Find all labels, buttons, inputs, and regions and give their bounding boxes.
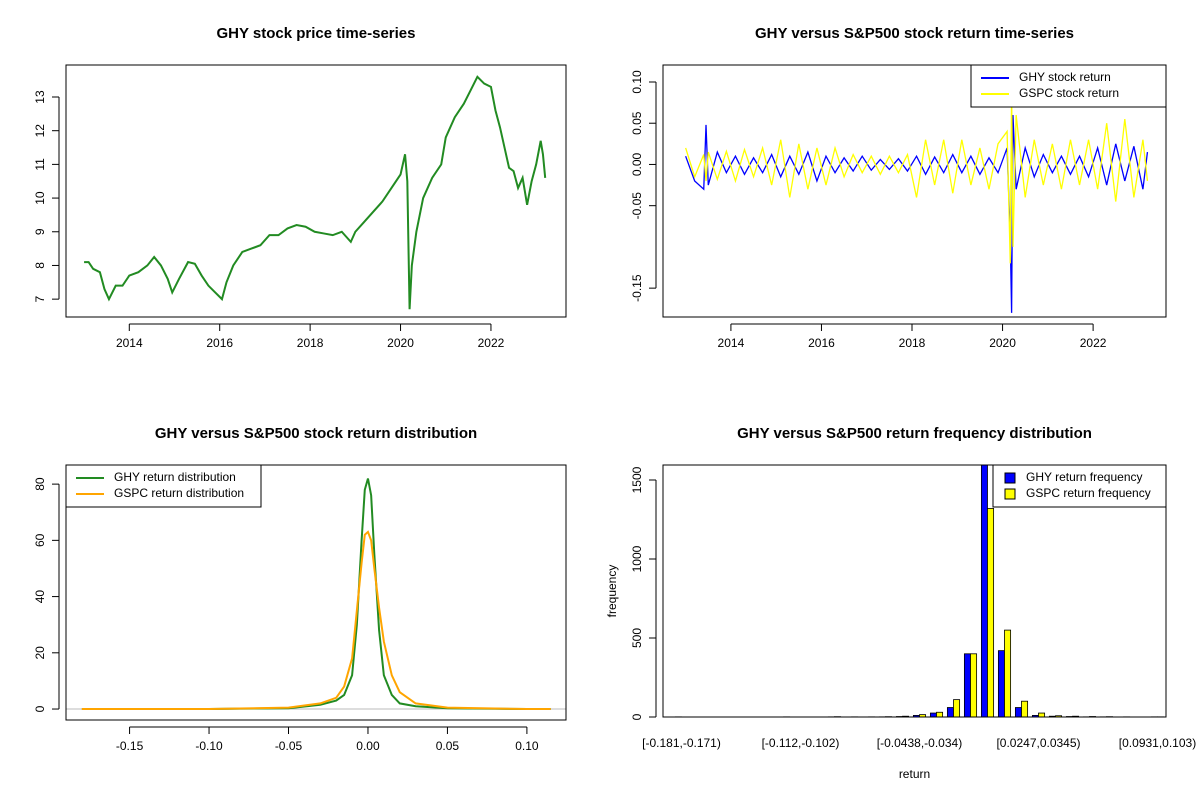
y-tick-label: 1000 xyxy=(630,545,644,572)
x-tick-label: 0.10 xyxy=(515,739,539,753)
y-tick-label: -0.15 xyxy=(630,274,644,302)
x-tick-label: [-0.181,-0.171) xyxy=(642,736,721,750)
x-tick-label: 2016 xyxy=(808,336,835,350)
bar xyxy=(936,711,944,717)
x-tick-label: 2020 xyxy=(387,336,414,350)
series-line xyxy=(81,478,551,711)
x-tick-label: 2016 xyxy=(206,336,233,350)
plot-box xyxy=(662,464,1167,718)
bar xyxy=(929,712,937,717)
y-tick-label: 9 xyxy=(33,228,47,235)
y-tick-label: 13 xyxy=(33,90,47,104)
y-tick-label: 60 xyxy=(33,533,47,547)
legend-label: GSPC return distribution xyxy=(114,486,244,500)
x-tick-label: 2014 xyxy=(116,336,143,350)
y-tick-label: 1500 xyxy=(630,466,644,493)
y-tick-label: 8 xyxy=(33,262,47,269)
y-tick-label: 20 xyxy=(33,646,47,660)
legend-box xyxy=(65,464,262,508)
x-tick-label: 0.05 xyxy=(436,739,460,753)
y-tick-label: 500 xyxy=(630,628,644,648)
y-tick-label: 80 xyxy=(33,477,47,491)
bar xyxy=(997,650,1005,717)
bar xyxy=(963,653,971,717)
chart-title: GHY stock price time-series xyxy=(217,25,416,42)
x-tick-label: 2014 xyxy=(718,336,745,350)
y-tick-label: 12 xyxy=(33,124,47,138)
series-line xyxy=(84,75,547,310)
y-tick-label: 0.00 xyxy=(630,152,644,176)
chart-title: GHY versus S&P500 stock return distribut… xyxy=(155,425,477,442)
bar xyxy=(1021,700,1029,717)
chart-title: GHY versus S&P500 return frequency distr… xyxy=(737,425,1092,442)
bar xyxy=(1038,712,1046,717)
x-tick-label: [0.0247,0.0345) xyxy=(996,736,1080,750)
bar xyxy=(987,508,995,717)
x-tick-label: 2022 xyxy=(478,336,505,350)
legend-box xyxy=(970,64,1167,108)
y-tick-label: 11 xyxy=(33,158,47,171)
legend-label: GHY return distribution xyxy=(114,470,236,484)
series-line xyxy=(81,530,551,711)
x-tick-label: [-0.112,-0.102) xyxy=(762,736,840,750)
y-tick-label: 0 xyxy=(33,705,47,712)
y-tick-label: 0.10 xyxy=(630,70,644,94)
bar xyxy=(953,699,961,717)
x-axis-label: return xyxy=(899,767,930,781)
y-tick-label: 40 xyxy=(33,590,47,604)
bar xyxy=(946,707,954,717)
y-tick-label: 10 xyxy=(33,191,47,205)
plot-box xyxy=(65,464,567,721)
legend-label: GHY return frequency xyxy=(1026,470,1143,484)
x-tick-label: 2018 xyxy=(297,336,324,350)
plot-box xyxy=(65,64,567,318)
bar xyxy=(1014,707,1022,717)
legend-box xyxy=(992,464,1167,508)
y-tick-label: 7 xyxy=(33,295,47,302)
x-tick-label: 2020 xyxy=(989,336,1016,350)
x-tick-label: [0.0931,0.103) xyxy=(1119,736,1196,750)
legend-label: GHY stock return xyxy=(1019,70,1111,84)
x-tick-label: 2018 xyxy=(899,336,926,350)
bar xyxy=(970,653,978,717)
bar xyxy=(1004,629,1012,717)
y-axis-label: frequency xyxy=(605,565,619,618)
series-line xyxy=(685,90,1149,264)
bar xyxy=(980,465,988,717)
plot-box xyxy=(662,64,1167,318)
x-tick-label: 2022 xyxy=(1080,336,1107,350)
legend-swatch xyxy=(1004,488,1016,500)
chart-title: GHY versus S&P500 stock return time-seri… xyxy=(755,25,1074,42)
x-tick-label: [-0.0438,-0.034) xyxy=(877,736,962,750)
y-tick-label: 0.05 xyxy=(630,111,644,135)
x-tick-label: 0.00 xyxy=(356,739,380,753)
x-tick-label: -0.15 xyxy=(116,739,144,753)
y-tick-label: -0.05 xyxy=(630,192,644,220)
x-tick-label: -0.05 xyxy=(275,739,303,753)
legend-label: GSPC stock return xyxy=(1019,86,1119,100)
series-line xyxy=(685,114,1149,313)
legend-swatch xyxy=(1004,472,1016,484)
y-tick-label: 0 xyxy=(630,713,644,720)
x-tick-label: -0.10 xyxy=(195,739,223,753)
legend-label: GSPC return frequency xyxy=(1026,486,1151,500)
